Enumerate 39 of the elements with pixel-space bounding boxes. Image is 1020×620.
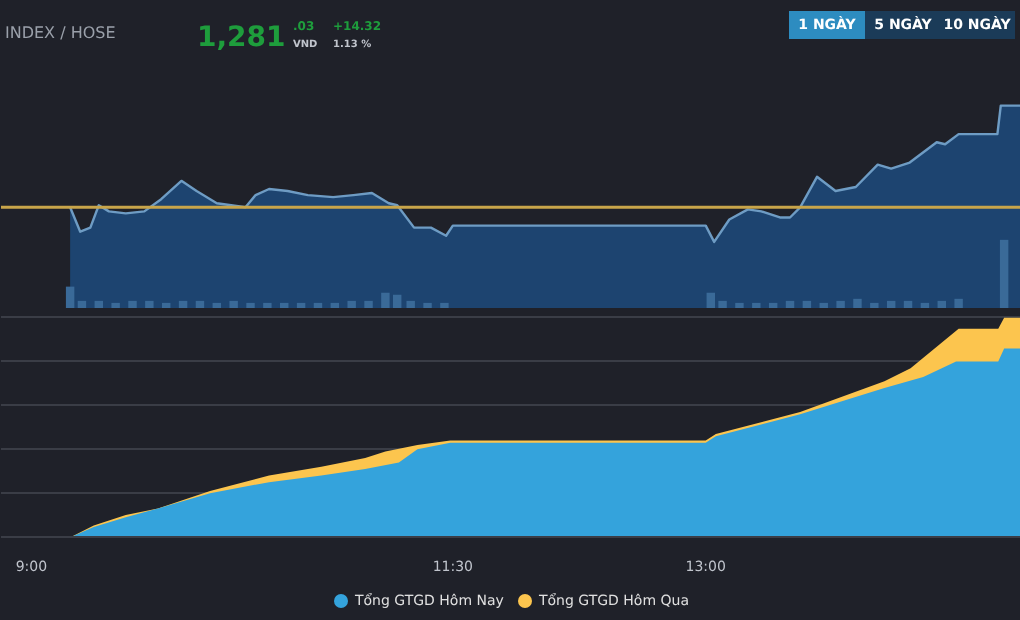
- bar: [178, 300, 188, 308]
- bar: [920, 302, 930, 308]
- bar: [280, 302, 289, 308]
- bar: [364, 300, 373, 308]
- bar: [735, 302, 744, 308]
- bar: [836, 300, 845, 308]
- bar: [886, 300, 896, 308]
- bar: [347, 300, 356, 308]
- bar: [999, 239, 1009, 308]
- bar: [229, 300, 238, 308]
- text: 1,281: [197, 22, 286, 54]
- bar: [263, 302, 272, 308]
- bar: [65, 286, 75, 308]
- text: INDEX / HOSE: [5, 24, 116, 42]
- bar: [313, 302, 323, 308]
- bar: [819, 302, 828, 308]
- bar: [296, 302, 306, 308]
- bar: [785, 300, 795, 308]
- bar: [145, 300, 154, 308]
- bar: [423, 302, 432, 308]
- bar: [870, 302, 879, 308]
- bar: [162, 302, 171, 308]
- bar: [802, 300, 812, 308]
- bar: [195, 300, 205, 308]
- bar: [440, 302, 449, 308]
- bar: [330, 302, 340, 308]
- bar: [954, 298, 963, 308]
- bar: [94, 300, 103, 308]
- bar: [77, 300, 87, 308]
- bar: [128, 300, 137, 308]
- bar: [246, 302, 255, 308]
- bar: [853, 298, 862, 308]
- bar: [752, 302, 761, 308]
- bar: [937, 300, 946, 308]
- bar: [406, 300, 415, 308]
- bar: [768, 302, 778, 308]
- bar: [212, 302, 222, 308]
- bar: [111, 302, 120, 308]
- bar: [903, 300, 913, 308]
